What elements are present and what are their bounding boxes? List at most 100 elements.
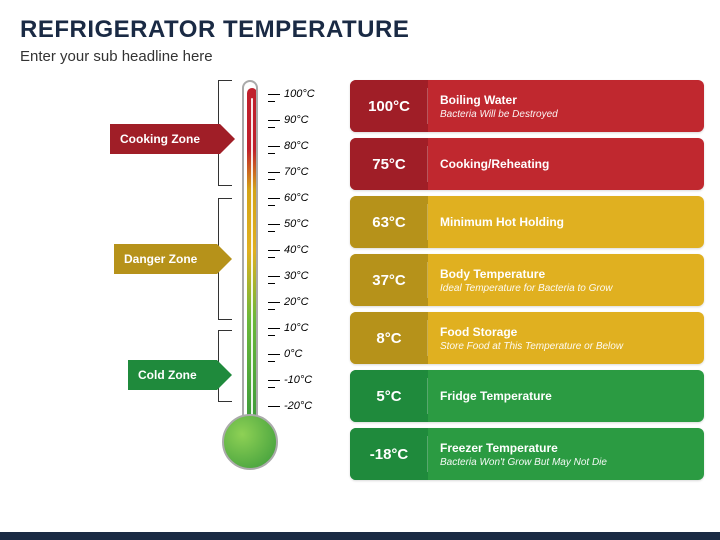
card-temperature: 63°C [350,196,428,248]
tick-line [268,224,280,225]
tick-label: 50°C [284,218,309,230]
tick-minor [268,101,275,102]
scale-tick: 60°C [268,192,309,204]
card-body: Cooking/Reheating [428,157,704,171]
tick-label: 70°C [284,166,309,178]
card-subtitle: Bacteria Won't Grow But May Not Die [440,457,692,468]
tick-minor [268,387,275,388]
card-temperature: 100°C [350,80,428,132]
tick-minor [268,309,275,310]
tick-label: 90°C [284,114,309,126]
card-subtitle: Bacteria Will be Destroyed [440,109,692,120]
temperature-card: 63°C Minimum Hot Holding [350,196,704,248]
temperature-card: 5°C Fridge Temperature [350,370,704,422]
card-title: Food Storage [440,325,692,339]
tick-minor [268,153,275,154]
tick-label: 100°C [284,88,315,100]
card-subtitle: Ideal Temperature for Bacteria to Grow [440,283,692,294]
card-temperature: -18°C [350,428,428,480]
tick-label: 30°C [284,270,309,282]
card-title: Freezer Temperature [440,441,692,455]
tick-line [268,120,280,121]
temperature-cards: 100°C Boiling Water Bacteria Will be Destr… [350,80,704,486]
thermometer-tube [242,80,258,430]
thermometer-inner-line [251,98,253,428]
card-body: Fridge Temperature [428,389,704,403]
tick-line [268,198,280,199]
thermometer-bulb [222,414,278,470]
tick-minor [268,257,275,258]
temperature-card: 75°C Cooking/Reheating [350,138,704,190]
zone-label-text: Cold Zone [138,368,197,382]
card-body: Food Storage Store Food at This Temperatu… [428,325,704,352]
tick-minor [268,231,275,232]
card-title: Body Temperature [440,267,692,281]
scale-tick: 70°C [268,166,309,178]
page-title: REFRIGERATOR TEMPERATURE [20,16,700,44]
tick-line [268,302,280,303]
card-body: Freezer Temperature Bacteria Won't Grow B… [428,441,704,468]
zone-label: Cold Zone [128,360,217,390]
card-temperature: 37°C [350,254,428,306]
card-temperature: 5°C [350,370,428,422]
card-title: Fridge Temperature [440,389,692,403]
tick-line [268,406,280,407]
card-title: Minimum Hot Holding [440,215,692,229]
tick-label: -20°C [284,400,312,412]
card-body: Boiling Water Bacteria Will be Destroyed [428,93,704,120]
scale-tick: 90°C [268,114,309,126]
tick-minor [268,179,275,180]
card-temperature: 8°C [350,312,428,364]
tick-label: 20°C [284,296,309,308]
tick-label: -10°C [284,374,312,386]
card-body: Body Temperature Ideal Temperature for Ba… [428,267,704,294]
zone-label-text: Cooking Zone [120,132,200,146]
zone-label-text: Danger Zone [124,252,197,266]
tick-minor [268,127,275,128]
tick-line [268,354,280,355]
tick-label: 10°C [284,322,309,334]
scale-tick: 100°C [268,88,315,100]
thermometer [236,80,264,470]
temperature-card: 8°C Food Storage Store Food at This Temper… [350,312,704,364]
card-subtitle: Store Food at This Temperature or Below [440,341,692,352]
tick-label: 40°C [284,244,309,256]
card-title: Cooking/Reheating [440,157,692,171]
scale-tick: -20°C [268,400,312,412]
scale-tick: 80°C [268,140,309,152]
scale-tick: -10°C [268,374,312,386]
zone-label: Cooking Zone [110,124,220,154]
tick-line [268,146,280,147]
tick-minor [268,361,275,362]
tick-minor [268,205,275,206]
card-temperature: 75°C [350,138,428,190]
tick-line [268,250,280,251]
tick-line [268,172,280,173]
scale-tick: 20°C [268,296,309,308]
tick-line [268,276,280,277]
tick-label: 0°C [284,348,302,360]
tick-line [268,94,280,95]
scale-tick: 50°C [268,218,309,230]
temperature-card: 37°C Body Temperature Ideal Temperature fo… [350,254,704,306]
scale-tick: 30°C [268,270,309,282]
thermometer-fill [247,88,257,428]
footer-bar [0,532,720,540]
tick-label: 60°C [284,192,309,204]
tick-line [268,380,280,381]
tick-minor [268,335,275,336]
temperature-card: 100°C Boiling Water Bacteria Will be Destr… [350,80,704,132]
card-body: Minimum Hot Holding [428,215,704,229]
page-subtitle: Enter your sub headline here [20,48,700,65]
zone-label: Danger Zone [114,244,217,274]
card-title: Boiling Water [440,93,692,107]
tick-line [268,328,280,329]
content: Cooking Zone Danger Zone Cold Zone 100°C 90… [0,72,720,530]
scale-tick: 40°C [268,244,309,256]
scale-tick: 10°C [268,322,309,334]
header: REFRIGERATOR TEMPERATURE Enter your sub … [0,0,720,69]
temperature-card: -18°C Freezer Temperature Bacteria Won't G… [350,428,704,480]
tick-label: 80°C [284,140,309,152]
scale-tick: 0°C [268,348,302,360]
tick-minor [268,283,275,284]
